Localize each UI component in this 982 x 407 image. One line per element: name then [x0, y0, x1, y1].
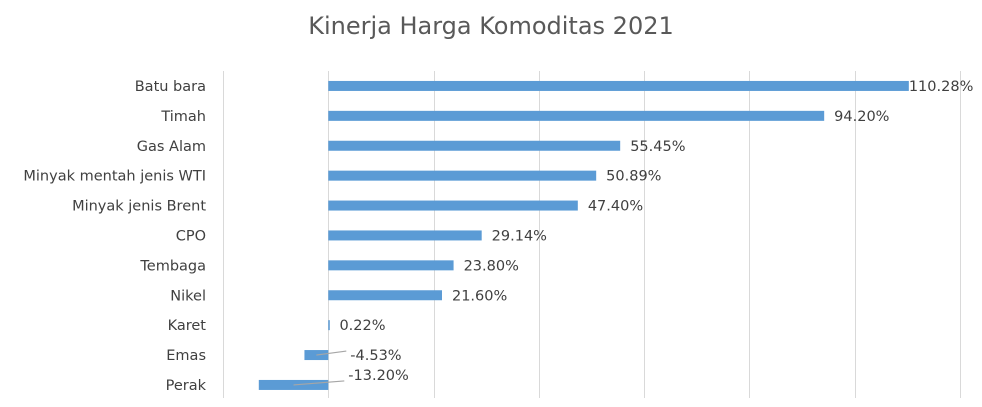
data-label: 21.60%: [452, 288, 507, 304]
category-label: Emas: [166, 348, 206, 364]
data-label: 110.28%: [909, 79, 974, 95]
category-label: Tembaga: [139, 258, 206, 274]
category-label: Karet: [168, 318, 207, 334]
category-label: Nikel: [170, 288, 206, 304]
bar: [328, 200, 578, 211]
category-label: Perak: [166, 378, 207, 394]
data-label: 29.14%: [492, 228, 547, 244]
data-label: 55.45%: [630, 139, 685, 155]
category-label: Gas Alam: [137, 139, 206, 155]
data-label: -4.53%: [350, 348, 401, 364]
category-label: CPO: [176, 228, 206, 244]
category-label: Timah: [160, 109, 206, 125]
leader-line: [316, 350, 347, 356]
bar: [328, 140, 621, 151]
data-label: -13.20%: [348, 368, 409, 384]
data-label: 50.89%: [606, 169, 661, 185]
bar: [328, 80, 909, 91]
data-label: 47.40%: [588, 199, 643, 215]
bar: [328, 110, 825, 121]
chart-title: Kinerja Harga Komoditas 2021: [308, 12, 674, 40]
bar: [328, 230, 482, 241]
data-label: 94.20%: [834, 109, 889, 125]
bar: [328, 170, 597, 181]
bar: [328, 290, 442, 301]
bar: [328, 320, 330, 331]
data-label: 0.22%: [339, 318, 385, 334]
data-label: 23.80%: [464, 258, 519, 274]
category-label: Batu bara: [135, 79, 206, 95]
category-label: Minyak jenis Brent: [72, 199, 206, 215]
category-label: Minyak mentah jenis WTI: [23, 169, 206, 185]
bar: [328, 260, 454, 271]
leader-line: [293, 380, 345, 386]
